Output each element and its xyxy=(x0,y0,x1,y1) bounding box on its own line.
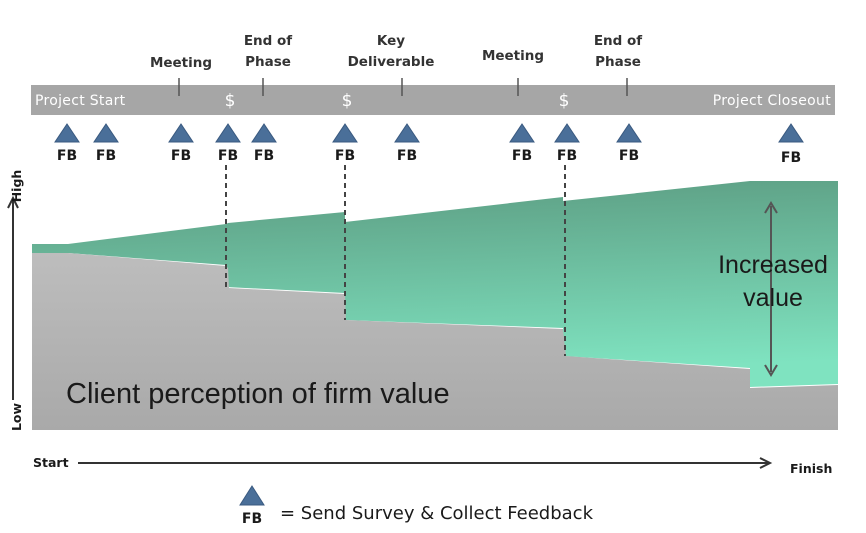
timeline-bar xyxy=(31,85,835,115)
milestone-key-deliverable-line1: Key xyxy=(377,33,405,49)
milestone-end-of-phase-2-line1: End of xyxy=(594,33,642,49)
milestone-end-of-phase-2-line2: Phase xyxy=(595,54,641,70)
client-perception-label: Client perception of firm value xyxy=(66,378,450,410)
feedback-marker-icon xyxy=(251,123,277,143)
increased-value-label-line2: value xyxy=(743,284,803,312)
legend-marker-label: FB xyxy=(242,511,262,527)
timeline-start-label: Project Start xyxy=(35,93,126,109)
feedback-marker-label: FB xyxy=(512,148,532,164)
increased-value-arrow xyxy=(764,201,778,377)
phase-drop-lines xyxy=(225,165,566,356)
feedback-marker-label: FB xyxy=(781,150,801,166)
milestone-key-deliverable-line2: Deliverable xyxy=(348,54,435,70)
feedback-marker-label: FB xyxy=(218,148,238,164)
feedback-marker-icon xyxy=(54,123,80,143)
legend-marker-triangle xyxy=(239,485,265,506)
payment-dollar-2: $ xyxy=(342,91,353,111)
payment-dollar-1: $ xyxy=(225,91,236,111)
x-axis-start-label: Start xyxy=(33,455,69,470)
timeline-end-label: Project Closeout xyxy=(713,93,831,109)
feedback-markers: FB FB FB FB FB FB FB FB FB FB FB xyxy=(54,123,804,166)
milestone-end-of-phase-1-line2: Phase xyxy=(245,54,291,70)
legend-text: = Send Survey & Collect Feedback xyxy=(280,503,594,524)
feedback-marker-label: FB xyxy=(397,148,417,164)
milestone-end-of-phase-1-line1: End of xyxy=(244,33,292,49)
feedback-marker-icon xyxy=(168,123,194,143)
feedback-marker-label: FB xyxy=(254,148,274,164)
feedback-marker-icon xyxy=(778,123,804,143)
feedback-marker-icon xyxy=(215,123,241,143)
payment-dollar-3: $ xyxy=(559,91,570,111)
legend: FB = Send Survey & Collect Feedback xyxy=(239,485,594,527)
feedback-marker-label: FB xyxy=(57,148,77,164)
milestone-meeting-1: Meeting xyxy=(150,55,212,71)
feedback-marker-icon xyxy=(554,123,580,143)
y-axis-high-label: High xyxy=(9,170,24,203)
feedback-marker-label: FB xyxy=(171,148,191,164)
feedback-marker-label: FB xyxy=(619,148,639,164)
client-perception-area xyxy=(32,253,838,430)
feedback-marker-icon xyxy=(394,123,420,143)
x-axis-finish-label: Finish xyxy=(790,461,832,476)
feedback-marker-icon xyxy=(509,123,535,143)
y-axis-low-label: Low xyxy=(9,403,24,432)
feedback-marker-label: FB xyxy=(557,148,577,164)
feedback-marker-label: FB xyxy=(335,148,355,164)
timeline-ticks xyxy=(178,78,628,96)
feedback-marker-label: FB xyxy=(96,148,116,164)
milestone-meeting-2: Meeting xyxy=(482,48,544,64)
y-axis-arrow xyxy=(7,195,19,400)
increased-value-label-line1: Increased xyxy=(718,251,828,279)
increased-value-area xyxy=(32,181,838,387)
feedback-marker-icon xyxy=(616,123,642,143)
feedback-marker-icon xyxy=(332,123,358,143)
feedback-marker-icon xyxy=(93,123,119,143)
x-axis-arrow xyxy=(78,457,773,469)
